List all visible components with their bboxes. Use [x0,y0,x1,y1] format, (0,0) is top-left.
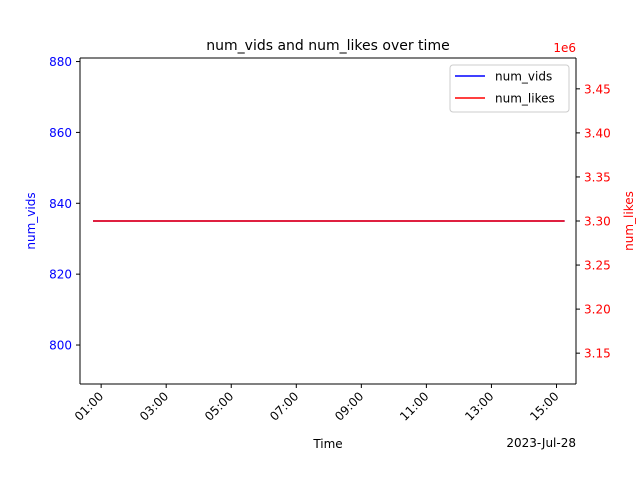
left-tick-label: 860 [49,126,72,140]
legend: num_vids num_likes [449,64,570,113]
right-axis-scale-label: 1e6 [553,41,576,55]
right-tick-label: 3.30 [584,215,611,229]
left-tick-label: 800 [49,339,72,353]
right-tick-label: 3.15 [584,347,611,361]
right-tick-label: 3.35 [584,170,611,184]
legend-label-num-vids: num_vids [495,70,552,84]
right-tick-label: 3.40 [584,126,611,140]
right-axis-label: num_likes [622,191,636,251]
left-tick-label: 840 [49,197,72,211]
x-axis-offset-label: 2023-Jul-28 [506,436,576,450]
left-tick-label: 880 [49,55,72,69]
right-tick-label: 3.45 [584,82,611,96]
x-axis-label: Time [312,437,342,451]
right-tick-label: 3.20 [584,303,611,317]
left-axis-ticks: 800 820 840 860 880 [49,55,80,353]
chart-title: num_vids and num_likes over time [206,38,449,54]
right-axis-ticks: 3.15 3.20 3.25 3.30 3.35 3.40 3.45 [576,82,611,361]
right-tick-label: 3.25 [584,259,611,273]
left-tick-label: 820 [49,268,72,282]
left-axis-label: num_vids [24,192,38,249]
legend-label-num-likes: num_likes [495,92,555,106]
